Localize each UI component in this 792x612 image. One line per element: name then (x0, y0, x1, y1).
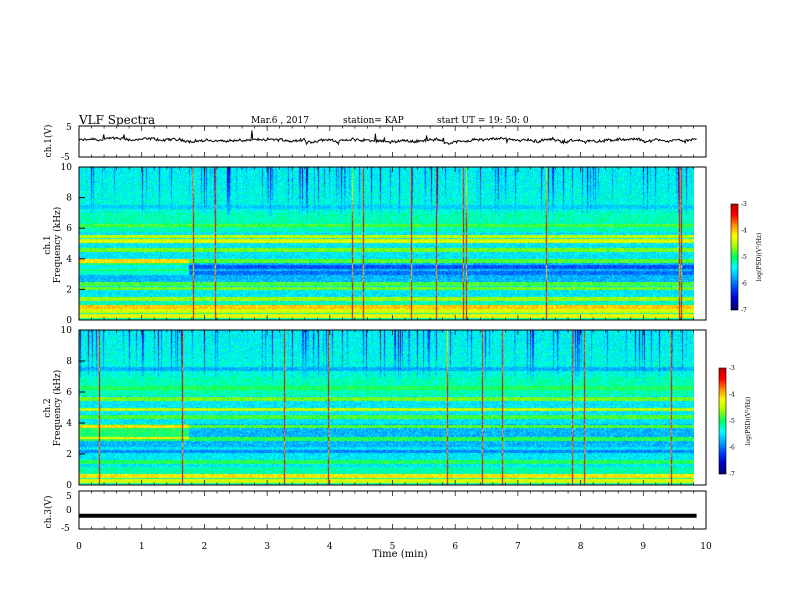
ch1-ytick-bottom: -5 (61, 153, 70, 163)
colorbar1-tick-label: -6 (741, 281, 747, 288)
colorbar1-tick-label: -4 (741, 228, 747, 235)
ch2-colorbar-label: log(PSD)(V²/Hz) (745, 397, 752, 446)
ch1-ytick-top: 5 (66, 123, 72, 133)
x-tick-label: 6 (452, 542, 458, 552)
spec2-ytick-label: 4 (66, 419, 72, 429)
colorbar2-tick-label: -3 (729, 365, 735, 372)
frame-tick-marks (78, 126, 707, 529)
ch1-waveform-ylabel: ch.1(V) (43, 125, 54, 158)
spec2-ytick-label: 2 (66, 450, 72, 460)
ch1-spectrogram-ylabel-freq: Frequency (kHz) (52, 207, 63, 284)
spec1-ytick-label: 10 (61, 163, 73, 173)
colorbar2-tick-label: -4 (729, 392, 735, 399)
ch1-colorbar-label: log(PSD)(V²/Hz) (756, 233, 763, 282)
ch3-waveform-ylabel: ch.3(V) (43, 496, 54, 529)
panel-ch1-waveform: 5 -5 ch.1(V) (43, 123, 707, 163)
ch1-colorbar-frame (730, 203, 739, 311)
figure-title: VLF Spectra (78, 113, 155, 127)
spec1-ytick-label: 4 (66, 255, 72, 265)
ch1-spectrogram-ylabel-channel: ch.1 (43, 235, 53, 254)
ch1-spectrogram-heatmap (79, 167, 694, 320)
ch3-ytick-top: 5 (66, 492, 72, 502)
x-tick-label: 9 (640, 542, 646, 552)
ch2-colorbar (719, 368, 726, 474)
colorbar2-tick-label: -7 (729, 471, 735, 478)
colorbar2-tick-label: -6 (729, 445, 735, 452)
spec1-ytick-label: 6 (66, 224, 72, 234)
ch2-colorbar-frame (718, 367, 727, 475)
colorbar1-tick-label: -3 (741, 201, 747, 208)
ch1-waveform-trace (78, 130, 697, 146)
x-tick-label: 5 (390, 542, 396, 552)
x-tick-label: 2 (202, 542, 208, 552)
spec1-ytick-label: 8 (66, 194, 72, 204)
spec2-ytick-label: 8 (66, 357, 72, 367)
spec2-ytick-label: 6 (66, 388, 72, 398)
x-tick-label: 8 (578, 542, 584, 552)
ch3-waveform-frame (78, 490, 707, 530)
header-start-ut: start UT = 19: 50: 0 (437, 116, 529, 126)
x-tick-label: 10 (700, 542, 712, 552)
x-tick-label: 4 (327, 542, 333, 552)
x-axis-ticks: 0 1 2 3 4 5 6 7 8 9 10 (76, 542, 712, 552)
ch3-ytick-mid: 0 (66, 506, 72, 516)
colorbar1-tick-label: -7 (741, 307, 747, 314)
x-tick-label: 3 (264, 542, 270, 552)
spec1-ytick-label: 0 (66, 316, 72, 326)
x-axis-label: Time (min) (372, 549, 427, 560)
colorbar1-tick-label: -5 (741, 254, 747, 261)
x-tick-label: 1 (139, 542, 145, 552)
spec2-ytick-label: 10 (61, 326, 73, 336)
header-station: station= KAP (343, 116, 404, 126)
ch2-spectrogram-ylabel-channel: ch.2 (43, 398, 53, 417)
ch3-ytick-bottom: -5 (61, 524, 70, 534)
header-date: Mar.6 , 2017 (251, 116, 309, 126)
x-tick-label: 0 (76, 542, 82, 552)
ch2-spectrogram-heatmap (79, 330, 694, 485)
ch2-spectrogram-ylabel-freq: Frequency (kHz) (52, 370, 63, 447)
x-tick-label: 7 (515, 542, 521, 552)
spec1-ytick-label: 2 (66, 285, 72, 295)
spec2-ytick-label: 0 (66, 481, 72, 491)
ch1-colorbar (731, 204, 738, 310)
colorbar2-tick-label: -5 (729, 418, 735, 425)
panel-ch3-waveform: 5 0 -5 ch.3(V) (43, 490, 707, 534)
